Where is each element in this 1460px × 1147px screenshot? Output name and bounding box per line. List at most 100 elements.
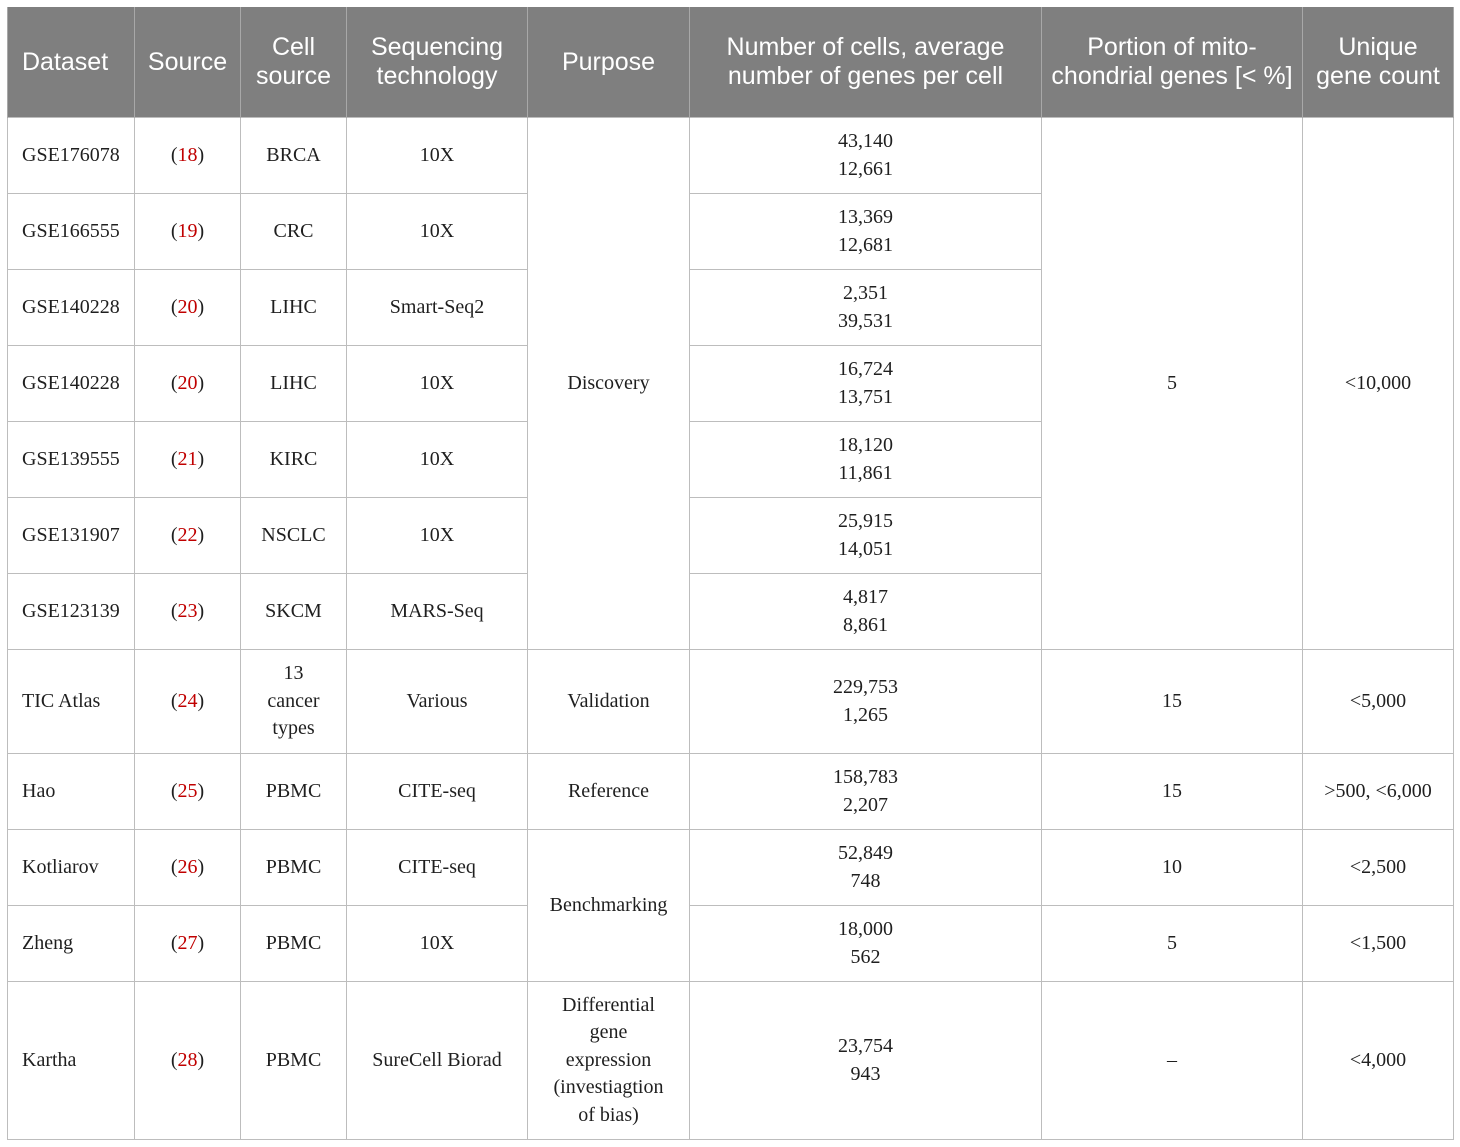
cell-source-cell: LIHC: [240, 345, 347, 422]
purpose-cell: Differential gene expression (investiagt…: [527, 981, 690, 1140]
source-cell: (19): [134, 193, 241, 270]
cell-source-cell: KIRC: [240, 421, 347, 498]
cell-count: 158,783: [833, 766, 898, 788]
cell-count: 23,754: [838, 1035, 893, 1057]
cells-genes-cell: 23,754 943: [689, 981, 1042, 1140]
mito-cell: 15: [1041, 649, 1303, 754]
reference-link[interactable]: 27: [177, 931, 198, 954]
dataset-cell: GSE139555: [7, 421, 135, 498]
table-container: Dataset Source Cell source Sequencing te…: [7, 7, 1454, 1140]
cells-genes-cell: 43,140 12,661: [689, 117, 1042, 194]
mito-cell: 10: [1041, 829, 1303, 906]
cell-count: 18,000: [838, 918, 893, 940]
purpose-cell-benchmarking: Benchmarking: [527, 829, 690, 982]
cells-genes-cell: 18,120 11,861: [689, 421, 1042, 498]
reference-link[interactable]: 22: [177, 523, 198, 546]
cell-count: 25,915: [838, 510, 893, 532]
reference-link[interactable]: 20: [177, 295, 198, 318]
purpose-cell: Reference: [527, 753, 690, 830]
cells-genes-cell: 158,783 2,207: [689, 753, 1042, 830]
dataset-cell: Zheng: [7, 905, 135, 982]
technology-cell: 10X: [346, 193, 528, 270]
source-cell: (21): [134, 421, 241, 498]
dataset-cell: Kotliarov: [7, 829, 135, 906]
header-row: Dataset Source Cell source Sequencing te…: [7, 7, 1454, 118]
dataset-table: Dataset Source Cell source Sequencing te…: [7, 7, 1454, 1140]
cells-genes-cell: 13,369 12,681: [689, 193, 1042, 270]
technology-cell: Various: [346, 649, 528, 754]
source-cell: (23): [134, 573, 241, 650]
mito-cell: 15: [1041, 753, 1303, 830]
cell-source-cell: LIHC: [240, 269, 347, 346]
mito-cell-discovery: 5: [1041, 117, 1303, 650]
header-cell-source: Cell source: [240, 7, 347, 118]
table-row: Kotliarov (26) PBMC CITE-seq Benchmarkin…: [7, 829, 1454, 982]
gene-count: 12,681: [838, 233, 893, 256]
dataset-cell: GSE123139: [7, 573, 135, 650]
cell-source-cell: 13 cancer types: [240, 649, 347, 754]
reference-link[interactable]: 18: [177, 143, 198, 166]
cell-source-cell: CRC: [240, 193, 347, 270]
cell-source-cell: BRCA: [240, 117, 347, 194]
technology-cell: MARS-Seq: [346, 573, 528, 650]
cell-count: 52,849: [838, 842, 893, 864]
cells-genes-cell: 25,915 14,051: [689, 497, 1042, 574]
reference-link[interactable]: 23: [177, 599, 198, 622]
table-row: GSE176078 (18) BRCA 10X Discovery 43,140…: [7, 117, 1454, 650]
technology-cell: SureCell Biorad: [346, 981, 528, 1140]
table-row: GSE140228 (20) LIHC Smart-Seq2 2,351 39,5…: [7, 269, 1454, 346]
gene-count: 14,051: [838, 537, 893, 560]
unique-count-cell: <5,000: [1302, 649, 1454, 754]
reference-link[interactable]: 20: [177, 371, 198, 394]
cells-genes-cell: 4,817 8,861: [689, 573, 1042, 650]
unique-count-cell: <2,500: [1302, 829, 1454, 906]
technology-cell: 10X: [346, 345, 528, 422]
dataset-cell: Hao: [7, 753, 135, 830]
cell-count: 2,351: [843, 282, 888, 304]
cell-count: 4,817: [843, 586, 888, 608]
cell-source-cell: PBMC: [240, 905, 347, 982]
purpose-cell: Validation: [527, 649, 690, 754]
dataset-cell: GSE140228: [7, 269, 135, 346]
header-source: Source: [134, 7, 241, 118]
dataset-cell: Kartha: [7, 981, 135, 1140]
purpose-cell-discovery: Discovery: [527, 117, 690, 650]
cells-genes-cell: 16,724 13,751: [689, 345, 1042, 422]
table-row: GSE123139 (23) SKCM MARS-Seq 4,817 8,861: [7, 573, 1454, 650]
header-cells-genes: Number of cells, average number of genes…: [689, 7, 1042, 118]
mito-cell: 5: [1041, 905, 1303, 982]
gene-count: 8,861: [843, 613, 888, 636]
source-cell: (18): [134, 117, 241, 194]
header-sequencing-technology: Sequencing technology: [346, 7, 528, 118]
cell-source-cell: PBMC: [240, 981, 347, 1140]
reference-link[interactable]: 26: [177, 855, 198, 878]
header-purpose: Purpose: [527, 7, 690, 118]
source-cell: (24): [134, 649, 241, 754]
dataset-cell: TIC Atlas: [7, 649, 135, 754]
table-row: GSE139555 (21) KIRC 10X 18,120 11,861: [7, 421, 1454, 498]
dataset-cell: GSE166555: [7, 193, 135, 270]
technology-cell: 10X: [346, 905, 528, 982]
gene-count: 13,751: [838, 385, 893, 408]
technology-cell: 10X: [346, 117, 528, 194]
unique-count-cell: <1,500: [1302, 905, 1454, 982]
cells-genes-cell: 2,351 39,531: [689, 269, 1042, 346]
technology-cell: 10X: [346, 421, 528, 498]
table-row: GSE131907 (22) NSCLC 10X 25,915 14,051: [7, 497, 1454, 574]
cell-count: 13,369: [838, 206, 893, 228]
source-cell: (27): [134, 905, 241, 982]
table-row: Zheng (27) PBMC 10X 18,000 562 5 <1,500: [7, 905, 1454, 982]
unique-count-cell: <4,000: [1302, 981, 1454, 1140]
reference-link[interactable]: 19: [177, 219, 198, 242]
reference-link[interactable]: 21: [177, 447, 198, 470]
reference-link[interactable]: 28: [177, 1048, 198, 1071]
dataset-cell: GSE131907: [7, 497, 135, 574]
reference-link[interactable]: 25: [177, 779, 198, 802]
reference-link[interactable]: 24: [177, 689, 198, 712]
cell-count: 229,753: [833, 676, 898, 698]
technology-cell: 10X: [346, 497, 528, 574]
cell-count: 18,120: [838, 434, 893, 456]
gene-count: 1,265: [843, 703, 888, 726]
table-row: TIC Atlas (24) 13 cancer types Various V…: [7, 649, 1454, 754]
header-unique-gene-count: Unique gene count: [1302, 7, 1454, 118]
